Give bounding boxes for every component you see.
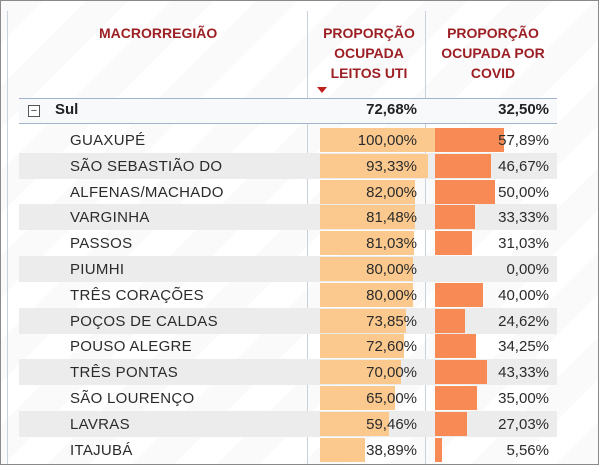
row-uti-value: 100,00% bbox=[357, 132, 417, 149]
row-uti-value: 72,60% bbox=[366, 338, 417, 356]
row-uti-value: 93,33% bbox=[366, 157, 417, 175]
table-left-border bbox=[7, 11, 8, 464]
table-row[interactable]: TRÊS PONTAS 70,00% 43,33% bbox=[19, 359, 557, 386]
table-row[interactable]: SÃO SEBASTIÃO DO 93,33% 46,67% bbox=[19, 152, 557, 179]
table-row[interactable]: LAVRAS 59,46% 27,03% bbox=[19, 410, 557, 437]
row-uti-value: 38,89% bbox=[366, 441, 417, 459]
header-proporcao-covid[interactable]: PROPORÇÃO OCUPADA POR COVID bbox=[429, 23, 557, 83]
row-uti-value: 82,00% bbox=[366, 183, 417, 201]
table-row[interactable]: ALFENAS/MACHADO 82,00% 50,00% bbox=[19, 179, 557, 205]
row-macrorregiao-name: TRÊS PONTAS bbox=[70, 364, 179, 382]
row-covid-value: 27,03% bbox=[498, 415, 549, 433]
bar-uti bbox=[320, 360, 401, 385]
table-row[interactable]: POÇOS DE CALDAS 73,85% 24,62% bbox=[19, 307, 557, 334]
bar-uti bbox=[320, 153, 428, 178]
row-macrorregiao-name: ITAJUBÁ bbox=[70, 441, 133, 459]
group-name: Sul bbox=[55, 101, 79, 118]
row-covid-value: 33,33% bbox=[498, 209, 549, 227]
row-covid-value: 34,25% bbox=[498, 338, 549, 356]
row-macrorregiao-name: POÇOS DE CALDAS bbox=[70, 312, 218, 330]
group-covid-value: 32,50% bbox=[498, 101, 549, 118]
row-macrorregiao-name: VARGINHA bbox=[70, 209, 150, 227]
table-row[interactable]: POUSO ALEGRE 72,60% 34,25% bbox=[19, 333, 557, 359]
table-row[interactable]: VARGINHA 81,48% 33,33% bbox=[19, 204, 557, 231]
table-row[interactable]: GUAXUPÉ 100,00% 57,89% bbox=[19, 127, 557, 153]
table-row[interactable]: PASSOS 81,03% 31,03% bbox=[19, 230, 557, 256]
row-uti-value: 73,85% bbox=[366, 312, 417, 330]
header-uti-line-3: LEITOS UTI bbox=[330, 65, 408, 81]
bar-covid bbox=[435, 437, 442, 462]
bar-uti bbox=[320, 282, 413, 307]
row-covid-value: 5,56% bbox=[506, 441, 549, 459]
row-covid-value: 35,00% bbox=[498, 390, 549, 407]
row-uti-value: 65,00% bbox=[366, 390, 417, 407]
bar-covid bbox=[435, 205, 475, 230]
row-uti-value: 80,00% bbox=[366, 286, 417, 304]
row-covid-value: 43,33% bbox=[498, 364, 549, 382]
bar-covid bbox=[435, 179, 495, 204]
bar-covid bbox=[435, 153, 491, 178]
header-covid-line-3: COVID bbox=[470, 65, 516, 81]
row-uti-value: 81,48% bbox=[366, 209, 417, 227]
row-covid-value: 31,03% bbox=[498, 235, 549, 253]
bar-uti bbox=[320, 308, 406, 333]
header-uti-line-1: PROPORÇÃO bbox=[323, 25, 415, 41]
bar-uti bbox=[320, 179, 415, 204]
bar-uti bbox=[320, 411, 389, 436]
header-macrorregiao[interactable]: MACRORREGIÃO bbox=[99, 25, 218, 41]
bar-uti bbox=[320, 205, 415, 230]
header-covid-line-1: PROPORÇÃO bbox=[447, 25, 539, 41]
row-covid-value: 50,00% bbox=[498, 183, 549, 201]
bar-uti bbox=[320, 334, 404, 359]
bar-uti bbox=[320, 231, 414, 256]
row-macrorregiao-name: PASSOS bbox=[70, 235, 133, 253]
bar-uti bbox=[320, 257, 413, 281]
row-macrorregiao-name: TRÊS CORAÇÕES bbox=[70, 286, 204, 304]
bar-covid bbox=[435, 334, 476, 359]
table-row[interactable]: TRÊS CORAÇÕES 80,00% 40,00% bbox=[19, 282, 557, 308]
row-uti-value: 80,00% bbox=[366, 261, 417, 278]
bar-covid bbox=[435, 231, 472, 256]
header-proporcao-leitos-uti[interactable]: PROPORÇÃO OCUPADA LEITOS UTI bbox=[311, 23, 427, 83]
table-row[interactable]: ITAJUBÁ 38,89% 5,56% bbox=[19, 437, 557, 463]
bar-covid bbox=[435, 360, 487, 385]
group-row-sul[interactable]: − Sul 72,68% 32,50% bbox=[19, 98, 557, 124]
bar-covid bbox=[435, 128, 504, 152]
table-row[interactable]: SÃO LOURENÇO 65,00% 35,00% bbox=[19, 385, 557, 411]
column-divider-uti bbox=[307, 11, 308, 464]
row-macrorregiao-name: GUAXUPÉ bbox=[70, 132, 146, 149]
column-divider-covid bbox=[425, 11, 426, 464]
row-macrorregiao-name: SÃO SEBASTIÃO DO bbox=[70, 157, 223, 175]
row-uti-value: 81,03% bbox=[366, 235, 417, 253]
group-uti-value: 72,68% bbox=[366, 101, 417, 118]
bar-covid bbox=[435, 308, 465, 333]
row-uti-value: 59,46% bbox=[366, 415, 417, 433]
sort-descending-icon[interactable] bbox=[317, 87, 327, 93]
row-covid-value: 46,67% bbox=[498, 157, 549, 175]
row-covid-value: 57,89% bbox=[498, 132, 549, 149]
row-covid-value: 40,00% bbox=[498, 286, 549, 304]
row-uti-value: 70,00% bbox=[366, 364, 417, 382]
row-macrorregiao-name: ALFENAS/MACHADO bbox=[70, 183, 224, 201]
row-macrorregiao-name: POUSO ALEGRE bbox=[70, 338, 192, 356]
bar-uti bbox=[320, 437, 365, 462]
bar-uti bbox=[320, 128, 436, 152]
bar-covid bbox=[435, 386, 477, 410]
bar-covid bbox=[435, 411, 467, 436]
row-macrorregiao-name: SÃO LOURENÇO bbox=[70, 390, 195, 407]
row-covid-value: 0,00% bbox=[506, 261, 549, 278]
bar-covid bbox=[435, 282, 483, 307]
collapse-minus-icon[interactable]: − bbox=[28, 105, 40, 117]
row-covid-value: 24,62% bbox=[498, 312, 549, 330]
row-macrorregiao-name: LAVRAS bbox=[70, 415, 130, 433]
table-row[interactable]: PIUMHI 80,00% 0,00% bbox=[19, 256, 557, 282]
row-macrorregiao-name: PIUMHI bbox=[70, 261, 125, 278]
header-uti-line-2: OCUPADA bbox=[334, 45, 404, 61]
bar-uti bbox=[320, 386, 395, 410]
header-covid-line-2: OCUPADA POR bbox=[441, 45, 545, 61]
